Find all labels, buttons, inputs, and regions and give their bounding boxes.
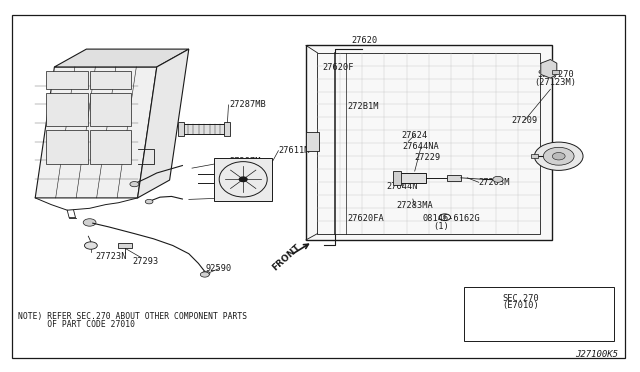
Bar xyxy=(118,243,132,248)
Text: OF PART CODE 27010: OF PART CODE 27010 xyxy=(18,320,135,329)
Bar xyxy=(464,287,614,341)
Text: 27624: 27624 xyxy=(401,131,428,140)
Bar xyxy=(447,175,461,181)
Bar xyxy=(46,93,88,126)
Bar xyxy=(317,53,540,234)
Text: SEC.270: SEC.270 xyxy=(502,294,540,303)
Text: 27203M: 27203M xyxy=(479,178,510,187)
Text: 27283MA: 27283MA xyxy=(396,201,433,210)
Circle shape xyxy=(493,176,503,182)
Bar xyxy=(552,70,559,74)
Circle shape xyxy=(202,271,210,276)
Text: 27611M: 27611M xyxy=(278,146,310,155)
Circle shape xyxy=(84,242,97,249)
Text: NOTE) REFER SEC.270 ABOUT OTHER COMPONENT PARTS: NOTE) REFER SEC.270 ABOUT OTHER COMPONEN… xyxy=(18,312,247,321)
Text: 27620: 27620 xyxy=(351,36,378,45)
Text: SEC.270: SEC.270 xyxy=(537,70,574,79)
Bar xyxy=(306,132,319,151)
Polygon shape xyxy=(541,60,557,78)
Text: 27723N: 27723N xyxy=(95,252,127,261)
Text: 08146-6162G: 08146-6162G xyxy=(423,214,481,223)
Text: 272B1M: 272B1M xyxy=(347,102,379,110)
Text: 27620F: 27620F xyxy=(322,63,354,72)
Bar xyxy=(531,154,538,158)
Bar xyxy=(393,171,401,185)
Text: 27287MB: 27287MB xyxy=(229,100,266,109)
Bar xyxy=(90,130,131,164)
Text: S: S xyxy=(443,215,447,220)
Text: 27644N: 27644N xyxy=(386,182,418,191)
Text: (E7010): (E7010) xyxy=(502,301,540,310)
Text: (1): (1) xyxy=(434,222,449,231)
Polygon shape xyxy=(138,49,189,198)
Circle shape xyxy=(83,219,96,226)
Bar xyxy=(90,93,131,126)
Circle shape xyxy=(543,147,574,165)
Bar xyxy=(214,158,272,201)
Bar xyxy=(46,130,88,164)
Text: J27100K5: J27100K5 xyxy=(575,350,618,359)
Circle shape xyxy=(145,199,153,204)
Circle shape xyxy=(200,272,209,277)
Text: 27293: 27293 xyxy=(132,257,159,266)
Polygon shape xyxy=(54,49,189,67)
Bar xyxy=(90,71,131,89)
Text: 27644NA: 27644NA xyxy=(403,142,440,151)
Bar xyxy=(306,45,552,240)
Circle shape xyxy=(552,153,565,160)
Text: 92590: 92590 xyxy=(205,264,232,273)
Text: FRONT: FRONT xyxy=(271,243,303,272)
Polygon shape xyxy=(35,67,157,198)
Text: 27209: 27209 xyxy=(511,116,538,125)
Text: (27123M): (27123M) xyxy=(534,78,577,87)
Bar xyxy=(396,173,426,183)
Bar xyxy=(182,124,226,134)
Circle shape xyxy=(534,142,583,170)
Text: 27287HA: 27287HA xyxy=(229,193,266,202)
Bar xyxy=(224,122,230,136)
Bar xyxy=(178,122,184,136)
Circle shape xyxy=(130,182,139,187)
Circle shape xyxy=(239,177,247,182)
Bar xyxy=(46,71,88,89)
Text: 27229: 27229 xyxy=(414,153,441,162)
Text: 27287M: 27287M xyxy=(229,157,260,166)
Text: 27620FA: 27620FA xyxy=(348,214,385,223)
